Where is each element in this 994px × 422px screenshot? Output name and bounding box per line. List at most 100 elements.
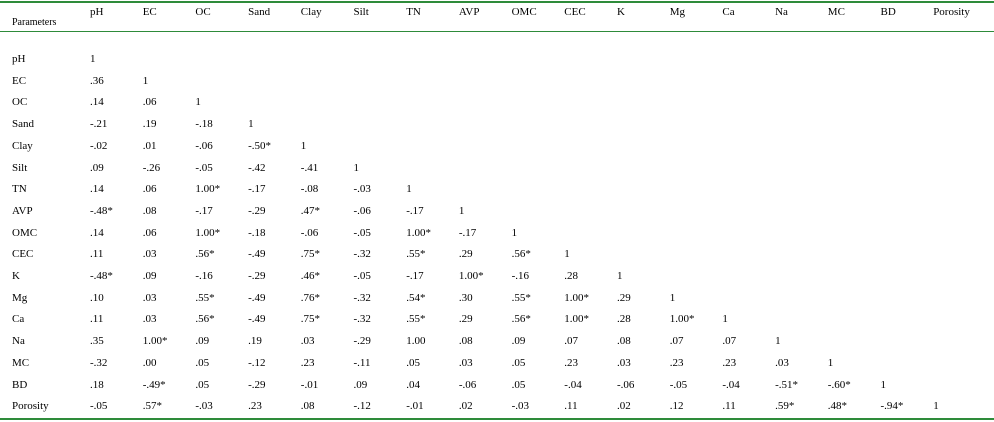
cell-value: .48* [827,400,848,413]
column-header: pH [90,6,104,18]
cell-value: .14 [90,183,104,196]
cell-value: .05 [195,378,210,391]
cell-value: -.21 [90,118,108,131]
cell-value: .03 [142,291,157,304]
cell-value: 1 [195,96,201,109]
cell-value: -.03 [353,183,371,196]
column-header: TN [406,6,421,18]
cell-value: -.29 [353,335,371,348]
cell-value: .59* [775,400,795,413]
cell-value: .12 [669,400,684,413]
cell-value: .56* [511,313,531,326]
cell-value: 1.00* [669,313,695,326]
cell-value: -.05 [353,270,371,282]
cell-value: .23 [564,356,579,369]
cell-value: -.50* [248,139,272,152]
cell-value: .05 [195,356,210,369]
cell-value: -.29 [248,378,266,391]
cell-value: .47* [300,204,321,217]
cell-value: 1.00* [142,335,168,348]
cell-value: -.32 [353,313,371,326]
cell-value: 1 [880,378,887,391]
cell-value: .55* [406,313,426,326]
cell-value: .57* [142,400,162,413]
cell-value: .14 [90,96,104,109]
cell-value: .08 [300,400,315,413]
row-label: Porosity [12,400,49,413]
cell-value: .06 [142,183,157,196]
row-label: OC [12,96,28,109]
row-label: OMC [12,226,38,239]
cell-value: .28 [617,313,631,326]
cell-value: 1.00* [564,313,590,326]
row-label: Mg [12,291,28,304]
cell-value: 1.00* [406,226,431,239]
cell-value: .14 [90,226,104,239]
cell-value: -.02 [90,139,108,152]
cell-value: .18 [90,378,104,391]
row-label: K [12,270,20,282]
column-header: Clay [300,6,322,18]
column-header: CEC [564,6,586,18]
row-label: BD [12,378,28,391]
row-label: EC [12,74,27,87]
cell-value: -.51* [775,378,799,391]
cell-value: .23 [722,356,737,369]
cell-value: .23 [248,400,262,413]
cell-value: .29 [617,291,631,304]
cell-value: -.16 [195,270,213,282]
cell-value: -.17 [248,183,266,196]
cell-value: -.42 [248,161,266,174]
cell-value: 1.00 [406,335,426,348]
cell-value: -.18 [195,118,213,131]
cell-value: -.12 [248,356,266,369]
cell-value: 1.00* [564,291,590,304]
cell-value: -.12 [353,400,371,413]
cell-value: 1 [564,248,570,261]
cell-value: .56* [195,248,215,261]
header-rule [0,31,994,32]
cell-value: .07 [722,335,737,348]
cell-value: -.06 [617,378,635,391]
cell-value: .06 [142,226,157,239]
cell-value: 1 [933,400,939,413]
row-label: Na [12,335,25,348]
cell-value: .04 [406,378,420,391]
cell-value: -.29 [248,270,266,282]
cell-value: 1 [300,139,307,152]
cell-value: .06 [142,96,157,109]
cell-value: -.49 [248,313,266,326]
top-rule [0,1,994,3]
cell-value: -.48* [90,204,113,217]
cell-value: 1 [90,53,96,65]
column-header: Na [775,6,788,18]
column-header: Ca [722,6,735,18]
cell-value: .09 [90,161,104,174]
cell-value: -.17 [406,270,424,282]
cell-value: -.49 [248,291,266,304]
row-label: Ca [12,313,25,326]
cell-value: -.01 [300,378,319,391]
cell-value: -.05 [195,161,213,174]
cell-value: 1 [248,118,254,131]
row-label: Clay [12,139,33,152]
cell-value: -.60* [827,378,851,391]
column-header: MC [827,6,845,18]
row-label: Silt [12,161,28,174]
cell-value: .30 [458,291,473,304]
column-header: AVP [458,6,480,18]
cell-value: -.06 [458,378,477,391]
cell-value: .03 [775,356,789,369]
cell-value: .55* [406,248,426,261]
cell-value: -.32 [353,291,371,304]
cell-value: .54* [406,291,426,304]
cell-value: .09 [142,270,157,282]
cell-value: -.06 [300,226,319,239]
cell-value: -.41 [300,161,319,174]
cell-value: 1.00* [195,226,221,239]
cell-value: .03 [142,248,157,261]
cell-value: 1 [827,356,834,369]
column-header: OMC [511,6,537,18]
cell-value: -.11 [353,356,371,369]
